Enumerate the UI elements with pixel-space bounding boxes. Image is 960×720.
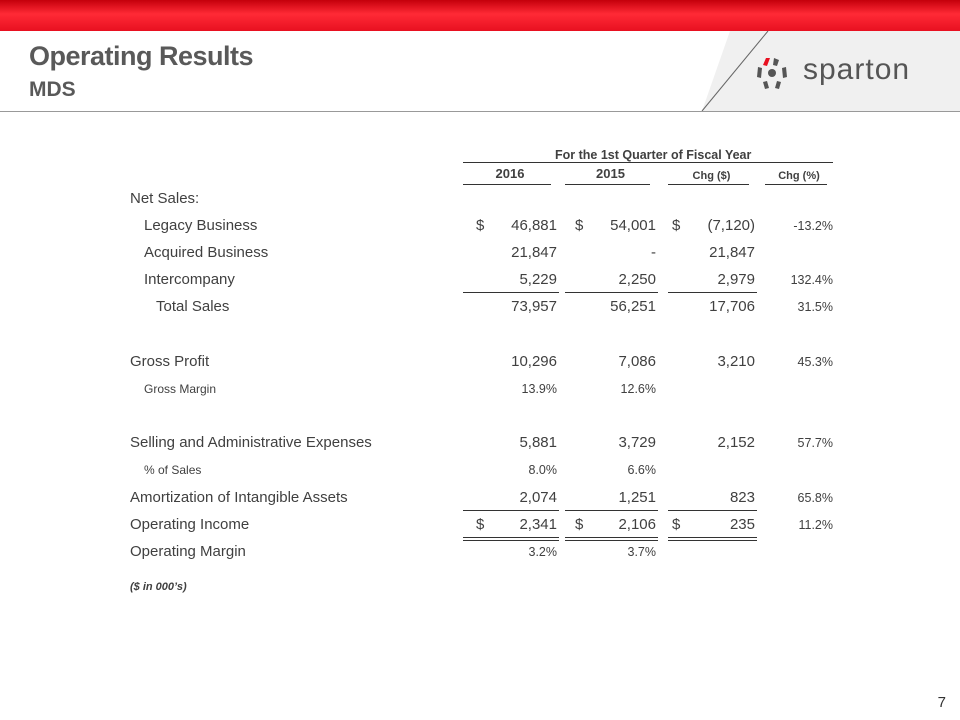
dollar-sign: $: [672, 217, 681, 234]
table-cell: 56,251: [610, 298, 656, 315]
logo-text: sparton: [803, 53, 911, 86]
table-cell: -: [651, 244, 656, 261]
table-cell: 3,729: [618, 434, 656, 451]
subtotal-rule: [668, 292, 757, 293]
dollar-sign: $: [672, 516, 681, 533]
column-header-underline: [765, 184, 827, 185]
column-header-underline: [565, 184, 650, 185]
dollar-sign: $: [575, 217, 584, 234]
row-label: Amortization of Intangible Assets: [130, 489, 348, 506]
table-cell: 2,341: [519, 516, 557, 533]
dollar-sign: $: [575, 516, 584, 533]
group-header-underline: [463, 162, 833, 163]
sparton-logo-icon: [757, 58, 787, 89]
total-double-rule: [668, 537, 757, 538]
header-divider: [0, 111, 960, 112]
row-label: Operating Margin: [130, 543, 246, 560]
top-banner: [0, 0, 960, 31]
page-number: 7: [937, 694, 946, 711]
table-cell: 10,296: [511, 353, 557, 370]
table-cell: 823: [729, 489, 755, 506]
table-cell: 54,001: [610, 217, 656, 234]
table-cell: 7,086: [618, 353, 656, 370]
row-label: Gross Profit: [130, 353, 210, 370]
table-cell: -13.2%: [793, 219, 833, 233]
page-subtitle: MDS: [29, 78, 76, 101]
table-cell: 3,210: [717, 353, 755, 370]
column-header-underline: [463, 184, 551, 185]
subtotal-rule: [463, 510, 559, 511]
row-label: % of Sales: [144, 463, 202, 477]
total-double-rule: [565, 537, 658, 538]
table-cell: 2,979: [717, 271, 755, 288]
table-cell: 3.2%: [528, 545, 558, 559]
subtotal-rule: [565, 292, 658, 293]
total-double-rule: [463, 540, 559, 541]
row-label: Intercompany: [144, 271, 235, 288]
table-cell: 6.6%: [627, 463, 657, 477]
table-cell: 21,847: [709, 244, 755, 261]
page-title: Operating Results: [29, 41, 254, 71]
table-cell: 235: [729, 516, 755, 533]
total-double-rule: [565, 540, 658, 541]
column-header: Chg ($): [692, 170, 731, 182]
dollar-sign: $: [476, 217, 485, 234]
table-cell: 73,957: [511, 298, 557, 315]
row-label: Net Sales:: [130, 190, 200, 207]
table-cell: 2,106: [618, 516, 656, 533]
column-header: 2015: [596, 166, 625, 181]
table-cell: (7,120): [707, 217, 755, 234]
row-label: Selling and Administrative Expenses: [130, 434, 372, 451]
total-double-rule: [463, 537, 559, 538]
row-label: Acquired Business: [144, 244, 269, 261]
table-cell: 3.7%: [627, 545, 657, 559]
table-cell: 17,706: [709, 298, 755, 315]
row-label: Operating Income: [130, 516, 250, 533]
table-cell: 132.4%: [790, 273, 833, 287]
column-header: 2016: [495, 166, 525, 181]
table-cell: 13.9%: [521, 382, 557, 396]
table-cell: 5,229: [519, 271, 557, 288]
row-label: Legacy Business: [144, 217, 258, 234]
table-cell: 8.0%: [528, 463, 558, 477]
group-header: For the 1st Quarter of Fiscal Year: [555, 148, 752, 162]
table-cell: 57.7%: [797, 436, 833, 450]
total-double-rule: [668, 540, 757, 541]
table-cell: 31.5%: [797, 300, 833, 314]
dollar-sign: $: [476, 516, 485, 533]
table-cell: 46,881: [511, 217, 557, 234]
table-cell: 12.6%: [620, 382, 656, 396]
subtotal-rule: [565, 510, 658, 511]
units-note: ($ in 000’s): [130, 581, 187, 593]
subtotal-rule: [463, 292, 559, 293]
table-cell: 2,074: [519, 489, 557, 506]
column-header: Chg (%): [778, 170, 820, 182]
column-header-underline: [668, 184, 749, 185]
table-cell: 21,847: [511, 244, 557, 261]
table-cell: 5,881: [519, 434, 557, 451]
row-label: Gross Margin: [144, 382, 217, 396]
table-cell: 45.3%: [797, 355, 833, 369]
divider-slant: [701, 31, 769, 112]
logo-panel: [702, 31, 960, 111]
table-cell: 1,251: [618, 489, 656, 506]
row-label: Total Sales: [156, 298, 230, 315]
table-cell: 65.8%: [797, 491, 833, 505]
table-cell: 2,250: [618, 271, 656, 288]
table-cell: 2,152: [717, 434, 755, 451]
table-cell: 11.2%: [798, 518, 833, 532]
subtotal-rule: [668, 510, 757, 511]
